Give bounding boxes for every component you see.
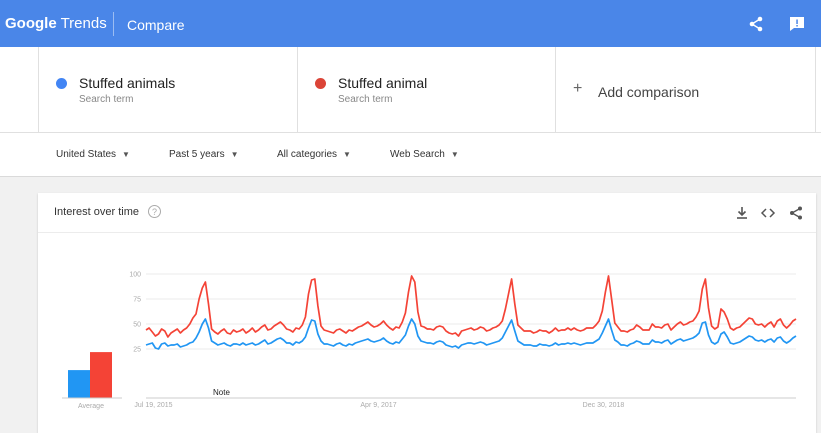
comparison-terms: Stuffed animals Search term Stuffed anim…	[0, 47, 821, 133]
x-tick-label: Dec 30, 2018	[583, 402, 625, 409]
x-axis-ticks: Jul 19, 2015 Apr 9, 2017 Dec 30, 2018	[134, 402, 624, 409]
y-tick-label: 100	[129, 272, 141, 279]
filter-label: United States	[56, 149, 117, 160]
y-tick-label: 50	[133, 322, 141, 329]
caret-down-icon: ▼	[230, 150, 239, 159]
average-bar-stuffed-animals	[68, 370, 90, 398]
y-tick-label: 75	[133, 297, 141, 304]
term-name[interactable]: Stuffed animal	[338, 75, 428, 91]
add-comparison-button[interactable]: + Add comparison	[556, 47, 816, 133]
term-color-dot	[315, 78, 326, 89]
term-color-dot	[56, 78, 67, 89]
filter-label: All categories	[277, 149, 338, 160]
logo-google-text: Google	[5, 15, 57, 32]
add-comparison-label: Add comparison	[598, 84, 700, 100]
x-tick-label: Jul 19, 2015	[134, 402, 172, 409]
download-icon[interactable]	[734, 205, 750, 221]
card-title: Interest over time	[54, 206, 139, 218]
series-line-stuffed-animals	[145, 318, 797, 350]
average-bar-stuffed-animal	[90, 352, 112, 398]
filter-location[interactable]: United States ▼	[56, 149, 130, 160]
filter-category[interactable]: All categories ▼	[277, 149, 351, 160]
term-card-stuffed-animals[interactable]: Stuffed animals Search term	[38, 47, 298, 133]
interest-over-time-card: Interest over time ? Average 100 75 50 25 J…	[38, 193, 816, 433]
filter-time-range[interactable]: Past 5 years ▼	[169, 149, 239, 160]
filter-label: Web Search	[390, 149, 445, 160]
interest-chart: Average 100 75 50 25 Jul 19, 2015 Apr 9, 201…	[62, 272, 797, 410]
chart-grid: 100 75 50 25	[129, 272, 796, 399]
filter-bar: United States ▼ Past 5 years ▼ All categor…	[0, 133, 821, 177]
caret-down-icon: ▼	[122, 150, 130, 159]
embed-icon[interactable]	[760, 205, 776, 221]
note-annotation[interactable]: Note	[213, 388, 230, 397]
filter-search-type[interactable]: Web Search ▼	[390, 149, 459, 160]
help-icon[interactable]: ?	[148, 205, 161, 218]
share-icon[interactable]	[747, 15, 765, 33]
caret-down-icon: ▼	[450, 150, 459, 159]
chart-series	[145, 275, 797, 350]
term-type: Search term	[79, 94, 134, 105]
card-divider	[38, 232, 816, 233]
term-type: Search term	[338, 94, 393, 105]
y-tick-label: 25	[133, 347, 141, 354]
share-icon[interactable]	[788, 205, 804, 221]
header-divider	[113, 12, 114, 36]
series-line-stuffed-animal	[145, 275, 797, 338]
caret-down-icon: ▼	[343, 150, 351, 159]
term-card-stuffed-animal[interactable]: Stuffed animal Search term	[298, 47, 556, 133]
x-tick-label: Apr 9, 2017	[360, 402, 396, 409]
top-bar: Google Trends Compare	[0, 0, 821, 47]
google-trends-logo[interactable]: Google Trends	[5, 15, 107, 32]
feedback-icon[interactable]	[788, 15, 806, 33]
logo-trends-text: Trends	[60, 15, 107, 32]
page-title: Compare	[127, 17, 185, 33]
term-name[interactable]: Stuffed animals	[79, 75, 176, 91]
plus-icon: +	[573, 80, 583, 97]
filter-label: Past 5 years	[169, 149, 225, 160]
average-bars	[62, 352, 122, 399]
average-label: Average	[78, 403, 104, 410]
